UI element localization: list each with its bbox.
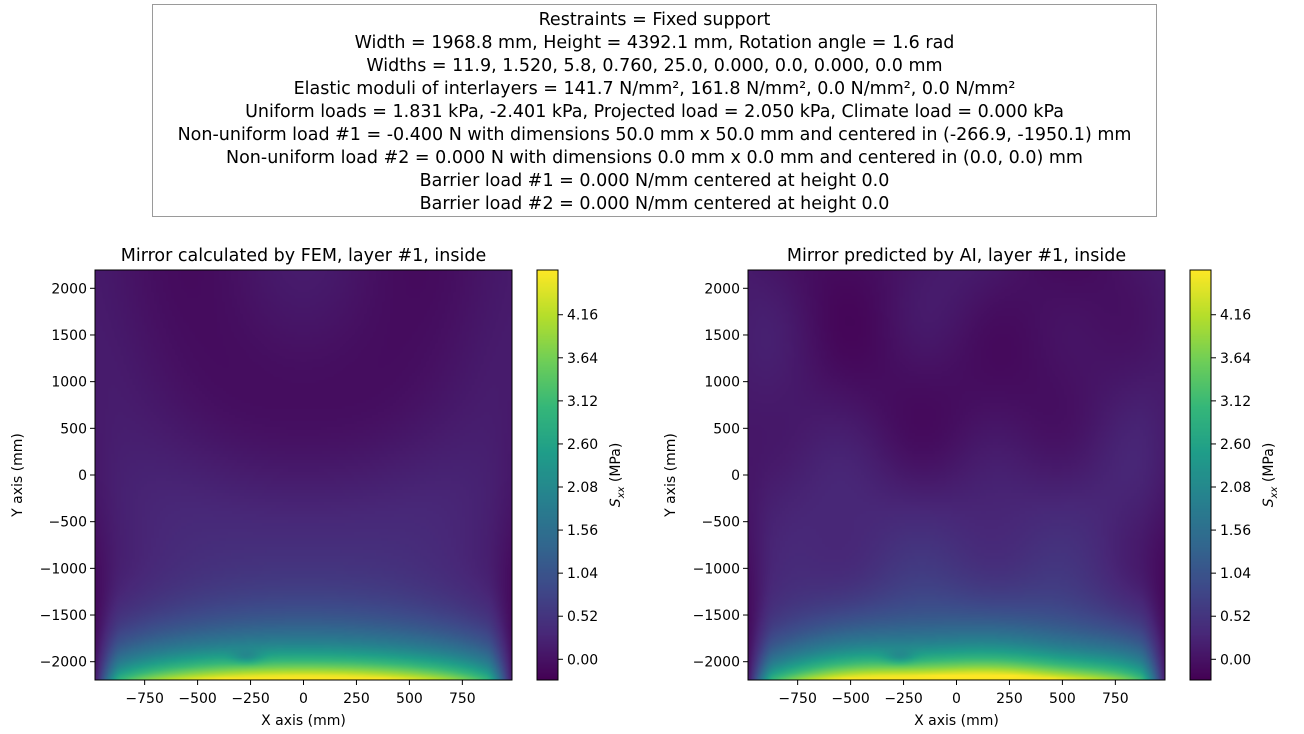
colorbar-tick-label: 2.60 [1220, 437, 1251, 453]
colorbar-tick-label: 3.12 [1220, 394, 1251, 410]
x-tick-label: 500 [1049, 691, 1076, 707]
y-tick-label: −500 [49, 515, 87, 531]
colorbar-tick-label: 3.12 [567, 394, 598, 410]
y-tick-label: 0 [78, 468, 87, 484]
colorbar-tick-label: 1.56 [1220, 523, 1251, 539]
info-line-barrier-load-2: Barrier load #2 = 0.000 N/mm centered at… [419, 194, 890, 214]
y-tick-label: −2000 [40, 655, 87, 671]
info-line-barrier-load-1: Barrier load #1 = 0.000 N/mm centered at… [419, 171, 890, 191]
info-line-nonuniform-load-1: Non-uniform load #1 = -0.400 N with dime… [177, 125, 1132, 145]
colorbar-tick-label: 1.04 [567, 566, 598, 582]
y-tick-label: −2000 [693, 655, 740, 671]
y-tick-label: 1000 [704, 375, 740, 391]
colorbar-frame [1189, 269, 1212, 681]
x-tick-label: −250 [231, 691, 269, 707]
y-tick-label: 2000 [704, 281, 740, 297]
chart-title: Mirror predicted by AI, layer #1, inside [787, 246, 1126, 266]
info-line-dimensions: Width = 1968.8 mm, Height = 4392.1 mm, R… [354, 33, 955, 53]
y-axis-label: Y axis (mm) [10, 433, 26, 518]
y-tick-label: 2000 [51, 281, 87, 297]
x-tick-label: 750 [1102, 691, 1129, 707]
colorbar-tick-label: 2.60 [567, 437, 598, 453]
parameters-box: Restraints = Fixed support Width = 1968.… [152, 4, 1157, 217]
colorbar-tick-label: 0.00 [567, 652, 598, 668]
y-axis-label: Y axis (mm) [663, 433, 679, 518]
info-line-nonuniform-load-2: Non-uniform load #2 = 0.000 N with dimen… [226, 148, 1083, 168]
info-line-elastic-moduli: Elastic moduli of interlayers = 141.7 N/… [293, 79, 1016, 99]
heatmap-image [748, 270, 1165, 680]
x-tick-label: 750 [449, 691, 476, 707]
colorbar-gradient [537, 270, 558, 680]
x-tick-label: 0 [952, 691, 961, 707]
colorbar-tick-label: 3.64 [567, 351, 598, 367]
colorbar-tick-label: 2.08 [1220, 480, 1251, 496]
y-tick-label: 500 [60, 421, 87, 437]
y-tick-label: 500 [713, 421, 740, 437]
y-tick-label: −1000 [693, 561, 740, 577]
x-tick-label: −500 [831, 691, 869, 707]
fem-heatmap-chart: Mirror calculated by FEM, layer #1, insi… [10, 246, 627, 729]
x-tick-label: −250 [884, 691, 922, 707]
colorbar-frame [536, 269, 559, 681]
x-axis-label: X axis (mm) [914, 713, 999, 729]
y-tick-label: −1500 [40, 608, 87, 624]
x-tick-label: 500 [396, 691, 423, 707]
y-tick-label: 1500 [51, 328, 87, 344]
colorbar-gradient [1190, 270, 1211, 680]
x-tick-label: −500 [178, 691, 216, 707]
colorbar-tick-label: 0.52 [1220, 609, 1251, 625]
y-tick-label: 1000 [51, 375, 87, 391]
colorbar-tick-label: 1.04 [1220, 566, 1251, 582]
info-line-restraints: Restraints = Fixed support [538, 10, 771, 30]
colorbar-tick-label: 3.64 [1220, 351, 1251, 367]
colorbar-tick-label: 4.16 [567, 308, 598, 324]
x-tick-label: 250 [343, 691, 370, 707]
heatmap-image [95, 270, 512, 680]
colorbar-tick-label: 0.52 [567, 609, 598, 625]
x-tick-label: −750 [778, 691, 816, 707]
x-axis-label: X axis (mm) [261, 713, 346, 729]
x-tick-label: 0 [299, 691, 308, 707]
y-tick-label: −1500 [693, 608, 740, 624]
colorbar-tick-label: 4.16 [1220, 308, 1251, 324]
x-tick-label: 250 [996, 691, 1023, 707]
info-line-uniform-loads: Uniform loads = 1.831 kPa, -2.401 kPa, P… [245, 102, 1064, 122]
y-tick-label: −500 [702, 515, 740, 531]
ai-heatmap-chart: Mirror predicted by AI, layer #1, inside… [663, 246, 1280, 729]
y-tick-label: −1000 [40, 561, 87, 577]
info-line-widths: Widths = 11.9, 1.520, 5.8, 0.760, 25.0, … [366, 56, 943, 76]
y-tick-label: 1500 [704, 328, 740, 344]
x-tick-label: −750 [125, 691, 163, 707]
colorbar-tick-label: 1.56 [567, 523, 598, 539]
colorbar-label: Sxx (MPa) [1261, 443, 1280, 508]
chart-title: Mirror calculated by FEM, layer #1, insi… [121, 246, 487, 266]
colorbar-tick-label: 2.08 [567, 480, 598, 496]
colorbar-tick-label: 0.00 [1220, 652, 1251, 668]
colorbar-label: Sxx (MPa) [608, 443, 627, 508]
y-tick-label: 0 [731, 468, 740, 484]
